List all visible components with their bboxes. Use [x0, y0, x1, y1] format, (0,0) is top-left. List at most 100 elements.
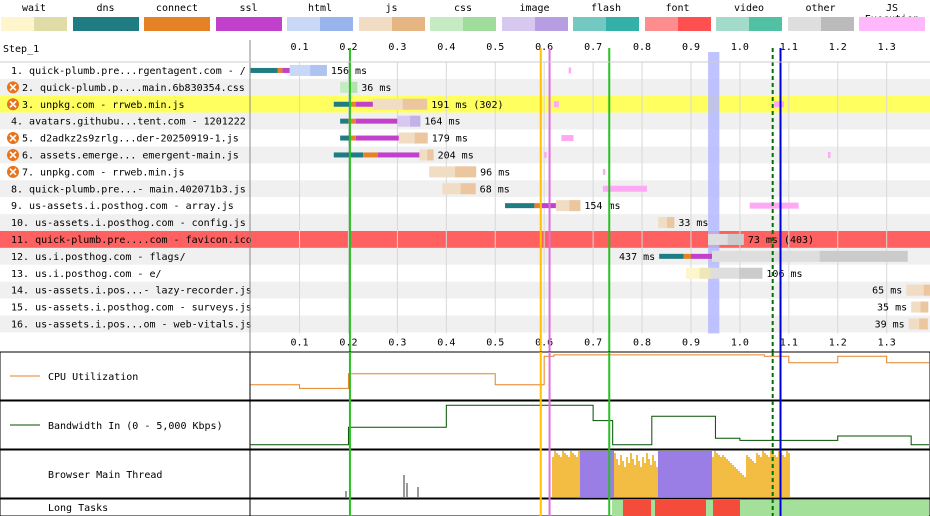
main-thread-bar [676, 451, 678, 497]
js-execution [602, 185, 647, 192]
bar-ssl [355, 135, 399, 141]
legend-item-dns: dns [72, 0, 139, 36]
bar-js-download [455, 166, 477, 178]
bar-html [289, 64, 327, 76]
main-thread-bar [580, 451, 582, 497]
tick-label-bottom: 0.9 [682, 337, 700, 348]
main-thread-bar [702, 451, 704, 497]
js-execution [602, 168, 606, 175]
bar-js [429, 166, 477, 178]
main-thread-bar [744, 477, 746, 497]
main-thread-bar [660, 451, 662, 497]
bar-other [710, 267, 763, 279]
js-execution [561, 135, 574, 142]
main-thread-bar [620, 455, 622, 497]
bar-js-download [402, 98, 428, 110]
main-thread-bar [726, 459, 728, 497]
long-task-block [655, 500, 706, 516]
main-thread-bar [636, 455, 638, 497]
request-label: 16. us-assets.i.pos...om - web-vitals.js [11, 320, 252, 331]
main-thread-bar [732, 465, 734, 497]
main-thread-bar [710, 451, 712, 497]
bar-dns [340, 135, 350, 141]
bar-dns [659, 253, 684, 259]
request-label: 8. quick-plumb.pre...- main.402071b3.js [11, 184, 246, 195]
tick-label-top: 0.8 [633, 42, 651, 53]
legend-swatch [215, 17, 282, 31]
main-thread-bar [712, 457, 714, 497]
long-task-block [623, 500, 651, 516]
legend-label: other [805, 3, 836, 14]
bar-other [712, 250, 908, 262]
legend-item-video: video [716, 0, 782, 36]
js-execution [774, 101, 784, 108]
bar-connect [683, 253, 691, 259]
bar-js-download [919, 318, 928, 330]
bar-js [555, 200, 581, 212]
main-thread-bar [646, 453, 648, 497]
panel-cpu [0, 351, 930, 401]
bar-dns [340, 118, 349, 124]
row-bg [0, 78, 930, 96]
bar-connect [277, 67, 283, 73]
tick-label-top: 0.5 [486, 42, 504, 53]
request-label: 12. us.i.posthog.com - flags/ [11, 252, 186, 263]
legend-label: html [307, 3, 333, 14]
main-thread-bar [556, 453, 558, 497]
bar-html-download [310, 64, 327, 76]
main-thread-bar [596, 451, 598, 497]
request-time: 36 ms [361, 83, 391, 94]
legend-swatch [430, 17, 496, 31]
legend-swatch [358, 17, 425, 31]
main-thread-bar [766, 455, 768, 497]
main-thread-bar [618, 465, 620, 497]
warning-icon-cross [9, 151, 17, 159]
tick-label-bottom: 1.2 [829, 337, 847, 348]
main-thread-bar [640, 467, 642, 497]
bar-other-download [739, 267, 763, 279]
tick-label-bottom: 0.2 [339, 337, 357, 348]
main-thread-bar [552, 457, 554, 497]
bar-js [442, 183, 476, 195]
main-thread-bar [602, 451, 604, 497]
bandwidth-label: Bandwidth In (0 - 5,000 Kbps) [48, 421, 223, 432]
main-thread-bar [622, 461, 624, 497]
main-thread-bar [624, 467, 626, 497]
main-thread-bar [668, 451, 670, 497]
legend-swatch [72, 17, 139, 31]
bar-connect [350, 101, 356, 107]
row-bg [0, 247, 930, 265]
legend-item-wait: wait [1, 0, 67, 36]
bar-dns [250, 67, 278, 73]
bar-js [908, 318, 928, 330]
main-thread-bar [686, 451, 688, 497]
main-thread-bar [716, 453, 718, 497]
main-thread-bar [784, 457, 786, 497]
legend-item-font: font [644, 0, 711, 36]
main-thread-bar [678, 451, 680, 497]
main-thread-bar [738, 471, 740, 497]
main-thread-bar [758, 455, 760, 497]
bar-image-download [410, 115, 421, 127]
main-thread-bar [586, 451, 588, 497]
legend-swatch [501, 17, 568, 31]
warning-icon-cross [9, 100, 17, 108]
main-thread-bar [700, 451, 702, 497]
main-thread-bar [754, 463, 756, 497]
main-thread-bar [752, 461, 754, 497]
legend-swatch [787, 17, 854, 31]
bar-js [419, 149, 434, 161]
main-thread-bar [748, 457, 750, 497]
main-thread-bar [584, 451, 586, 497]
bar-connect [534, 203, 542, 209]
main-thread-bar [770, 451, 772, 497]
legend-item-css: css [430, 0, 496, 36]
header-row [0, 40, 930, 62]
request-label: 14. us-assets.i.pos...- lazy-recorder.js [11, 286, 252, 297]
main-thread-bar [782, 455, 784, 497]
main-thread-bar [626, 457, 628, 497]
legend-swatch [1, 17, 67, 31]
bar-js-download [920, 301, 929, 313]
main-thread-bar [704, 451, 706, 497]
request-time: 68 ms [480, 184, 510, 195]
